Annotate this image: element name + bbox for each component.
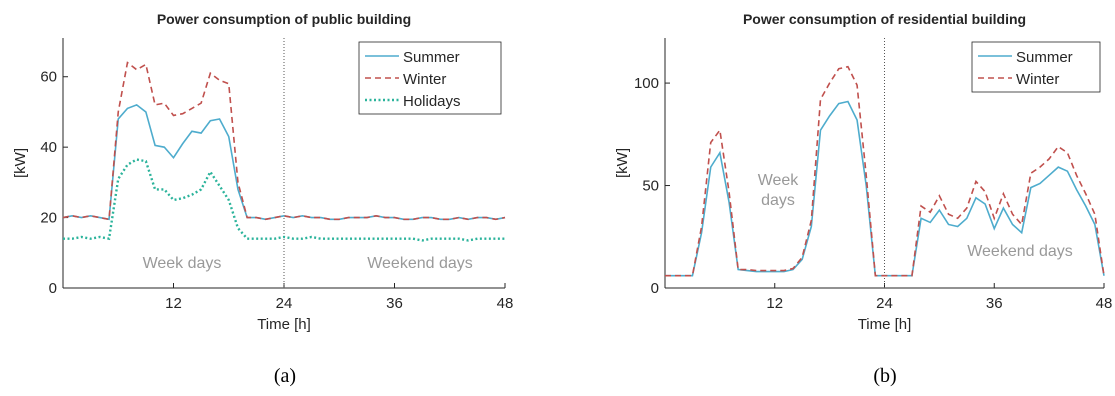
- legend-label: Summer: [1016, 49, 1073, 66]
- x-axis-label: Time [h]: [858, 316, 912, 333]
- caption: (b): [873, 365, 896, 387]
- y-tick-label: 0: [49, 280, 57, 297]
- x-tick-label: 36: [386, 295, 403, 312]
- x-tick-label: 48: [1096, 295, 1113, 312]
- x-tick-label: 24: [876, 295, 893, 312]
- y-axis-label: [kW]: [12, 148, 29, 178]
- x-tick-label: 48: [497, 295, 514, 312]
- y-tick-label: 60: [40, 69, 57, 86]
- legend-label: Summer: [403, 49, 460, 66]
- x-tick-label: 12: [766, 295, 783, 312]
- series-line: [665, 65, 1105, 277]
- chart-title: Power consumption of residential buildin…: [743, 11, 1026, 27]
- legend-label: Winter: [1016, 71, 1059, 88]
- y-tick-label: 100: [634, 75, 659, 92]
- legend-box: [358, 41, 502, 115]
- chart-title: Power consumption of public building: [157, 11, 411, 27]
- x-axis-label: Time [h]: [257, 316, 311, 333]
- annotation: Weekend days: [967, 243, 1073, 260]
- legend-label: Winter: [403, 71, 446, 88]
- annotation: Week days: [758, 172, 800, 209]
- y-tick-label: 20: [40, 210, 57, 227]
- annotation: Weekend days: [367, 255, 473, 272]
- y-tick-label: 50: [642, 178, 659, 195]
- y-axis-label: [kW]: [614, 148, 631, 178]
- legend-box: [971, 41, 1101, 93]
- caption: (a): [274, 365, 296, 387]
- y-tick-label: 0: [651, 280, 659, 297]
- x-tick-label: 36: [986, 295, 1003, 312]
- y-tick-label: 40: [40, 139, 57, 156]
- series-line: [62, 103, 506, 221]
- x-tick-label: 12: [165, 295, 182, 312]
- legend-label: Holidays: [403, 93, 461, 110]
- x-tick-label: 24: [276, 295, 293, 312]
- annotation: Week days: [143, 255, 222, 272]
- series-line: [63, 158, 505, 242]
